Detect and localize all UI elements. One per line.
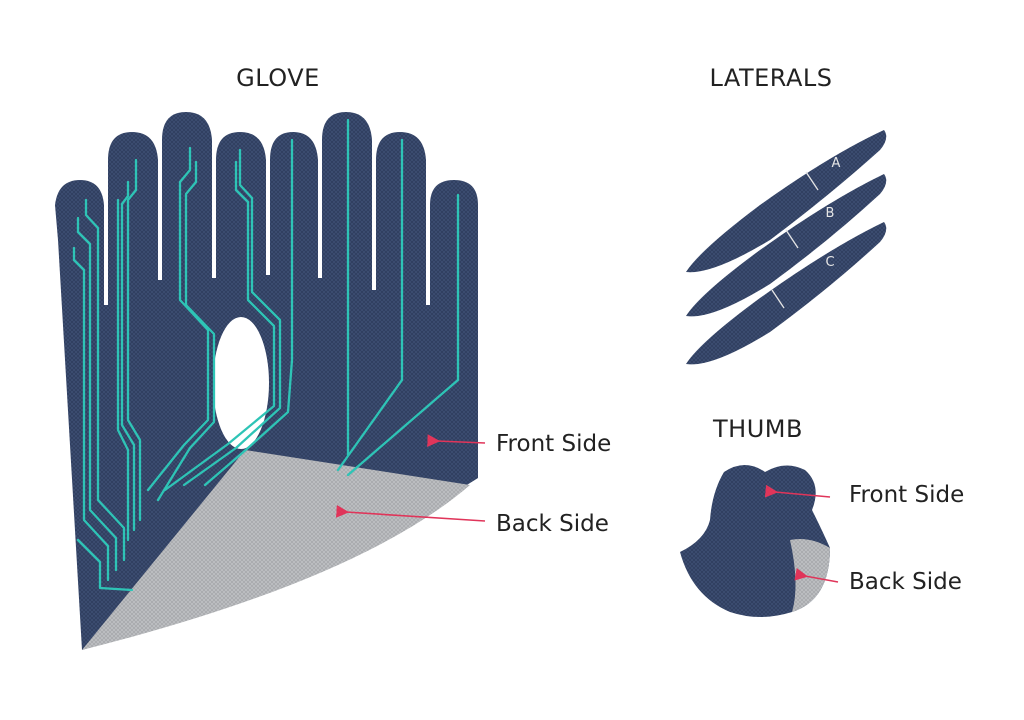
glove-front-arrow xyxy=(427,434,486,447)
glove-front-label: Front Side xyxy=(496,431,611,457)
thumb-back-label: Back Side xyxy=(849,569,962,595)
glove-traces xyxy=(72,118,460,592)
lateral-strip-b: B xyxy=(686,174,887,317)
lateral-strip-c-label: C xyxy=(825,255,834,270)
lateral-strip-a-label: A xyxy=(832,156,841,171)
glove-pattern xyxy=(55,112,478,650)
thumb-front-arrow xyxy=(764,484,831,498)
glove-title: GLOVE xyxy=(236,64,320,92)
glove-thumb-hole xyxy=(213,317,269,449)
glove-back-label: Back Side xyxy=(496,511,609,537)
thumb-pattern xyxy=(680,465,830,617)
lateral-strip-b-label: B xyxy=(826,206,835,221)
glove-back-side xyxy=(82,450,470,650)
thumb-back-side xyxy=(790,539,830,612)
lateral-strip-a: A xyxy=(686,130,887,273)
thumb-front-label: Front Side xyxy=(849,482,964,508)
thumb-title: THUMB xyxy=(712,415,803,443)
lateral-strip-c: C xyxy=(686,222,887,365)
thumb-front-side xyxy=(680,465,830,617)
thumb-back-arrow xyxy=(794,567,839,583)
glove-back-arrow xyxy=(336,504,486,522)
laterals-title: LATERALS xyxy=(709,64,832,92)
